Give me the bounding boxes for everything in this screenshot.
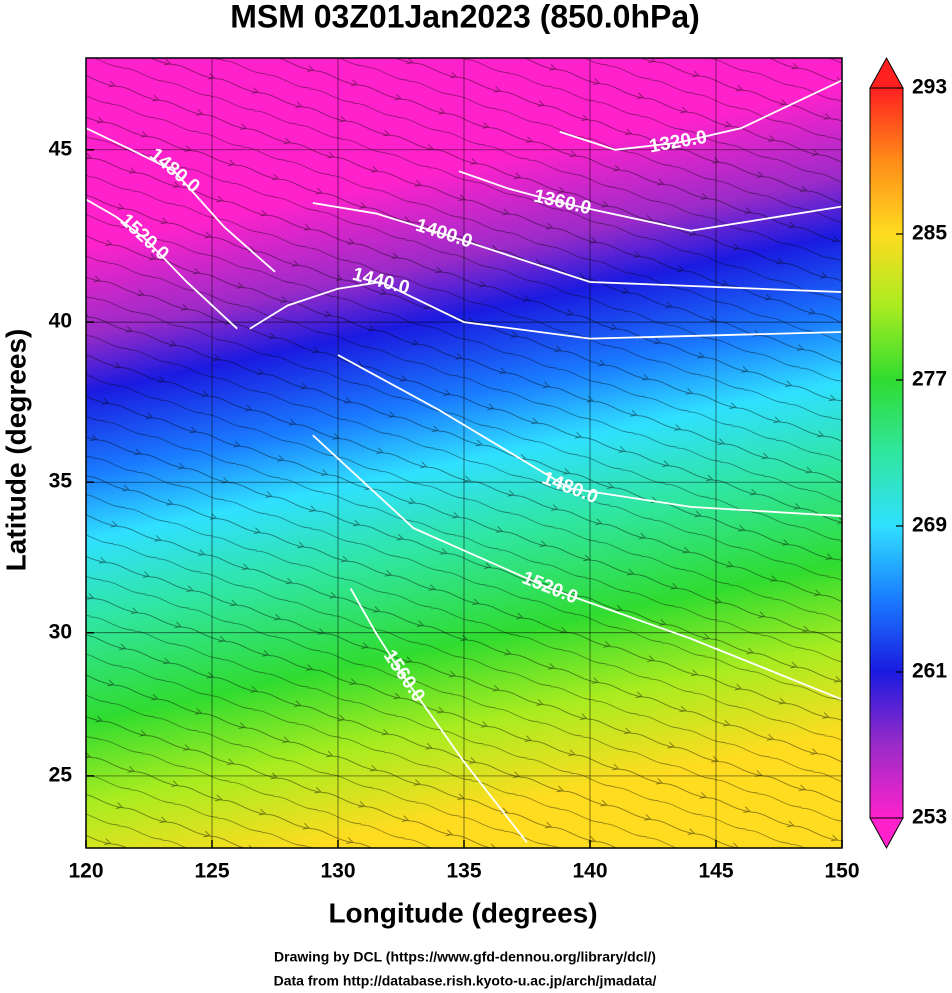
plot-area: 1320.01360.01400.01440.01480.01480.01520…: [86, 58, 842, 848]
colorbar-tick-label: 269: [912, 514, 947, 537]
contour-line: [337, 354, 842, 517]
y-tick-label: 30: [49, 620, 72, 643]
x-axis-label: Longitude (degrees): [328, 897, 597, 928]
contour-line: [559, 79, 842, 151]
x-tick-label: 150: [824, 860, 859, 883]
x-tick-label: 140: [572, 860, 607, 883]
x-tick-label: 135: [446, 860, 481, 883]
colorbar-tick-label: 253: [912, 806, 947, 829]
colorbar-under: [869, 817, 904, 850]
colorbar-tick-label: 285: [912, 222, 947, 245]
contour-line: [312, 202, 842, 293]
y-axis-label: Latitude (degrees): [0, 329, 31, 572]
colorbar-tick-label: 277: [912, 368, 947, 391]
x-tick-label: 120: [68, 860, 103, 883]
x-tick-label: 130: [320, 860, 355, 883]
colorbar: [869, 87, 904, 819]
y-tick-label: 35: [49, 470, 73, 493]
contour-line: [249, 281, 842, 340]
chart-title: MSM 03Z01Jan2023 (850.0hPa): [230, 0, 700, 34]
contour-line: [458, 170, 842, 232]
x-tick-label: 125: [194, 860, 229, 883]
contour-line: [312, 434, 842, 701]
x-tick-label: 145: [698, 860, 733, 883]
y-tick-label: 40: [49, 310, 72, 333]
contour-line: [349, 588, 528, 844]
y-tick-label: 45: [49, 137, 73, 160]
footer-line: Drawing by DCL (https://www.gfd-dennou.o…: [274, 949, 656, 965]
footer-line: Data from http://database.rish.kyoto-u.a…: [274, 973, 657, 989]
y-tick-label: 25: [49, 763, 73, 786]
contour-line: [86, 198, 238, 330]
colorbar-over: [869, 56, 904, 89]
colorbar-tick-label: 261: [912, 660, 947, 683]
colorbar-tick-label: 293: [912, 76, 947, 99]
contour-line: [86, 127, 276, 273]
